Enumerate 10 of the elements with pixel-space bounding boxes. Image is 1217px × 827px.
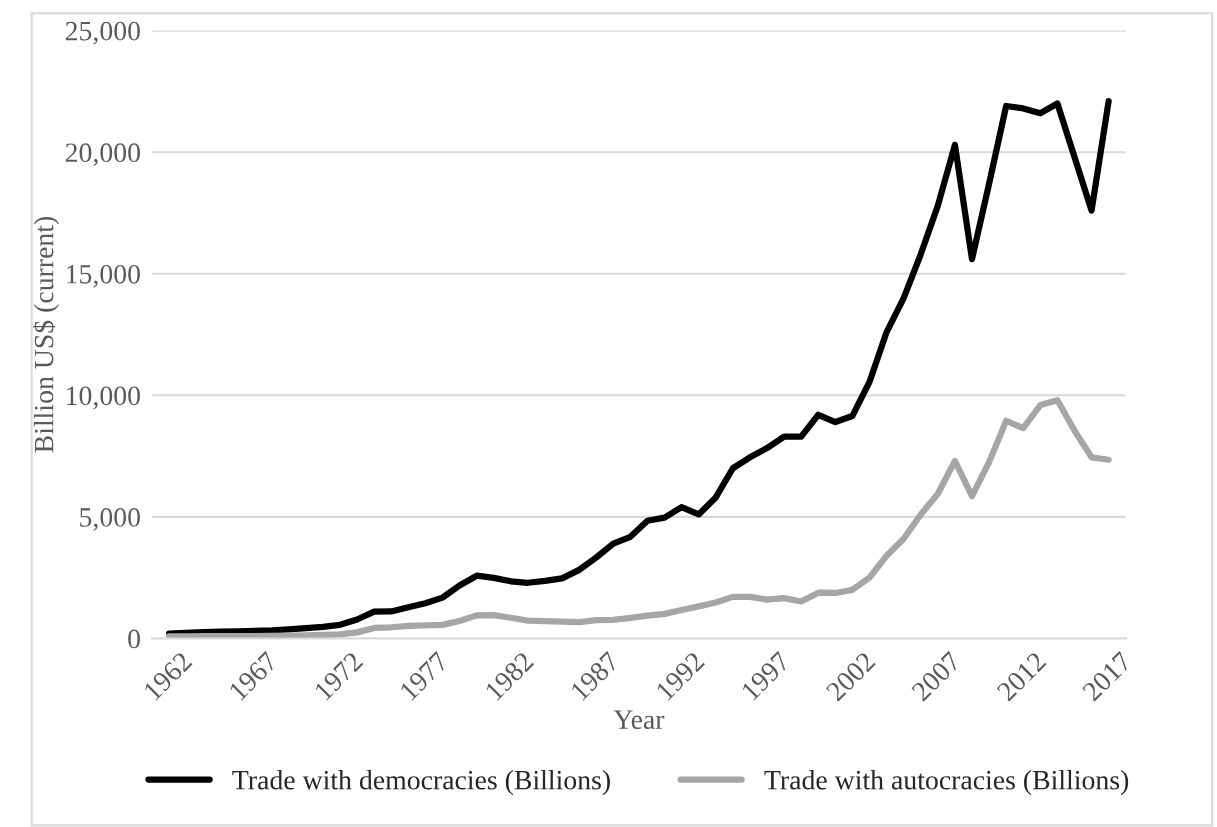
x-axis-title: Year bbox=[613, 710, 665, 729]
legend-label: Trade with democracies (Billions) bbox=[232, 769, 610, 796]
legend-label: Trade with autocracies (Billions) bbox=[764, 769, 1129, 796]
y-axis-title: Billion US$ (current) bbox=[33, 216, 60, 453]
y-tick-label: 20,000 bbox=[65, 143, 140, 167]
y-tick-label: 15,000 bbox=[67, 264, 140, 288]
y-tick-label: 0 bbox=[128, 629, 140, 649]
y-tick-label: 10,000 bbox=[67, 386, 140, 410]
y-tick-label: 5,000 bbox=[80, 508, 140, 531]
y-tick-label: 25,000 bbox=[65, 21, 140, 45]
